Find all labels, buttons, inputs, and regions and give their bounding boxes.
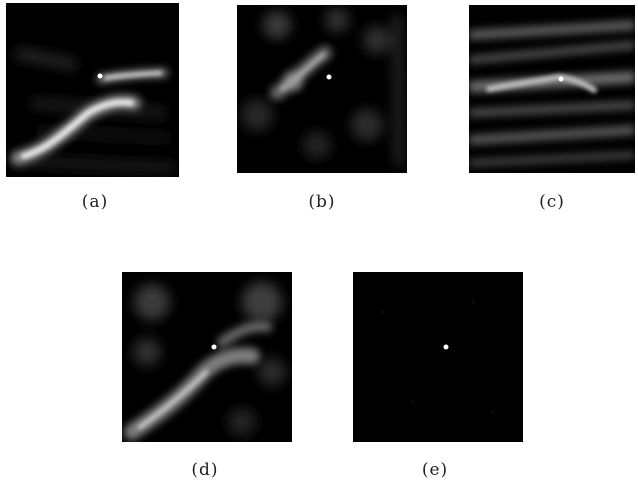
panel-e-image xyxy=(353,272,523,442)
panel-d-image xyxy=(122,272,292,442)
caption-a: (a) xyxy=(81,192,109,212)
panel-c-image xyxy=(469,5,635,173)
panel-a-image xyxy=(6,3,179,177)
caption-d: (d) xyxy=(191,460,219,480)
caption-e: (e) xyxy=(421,460,449,480)
caption-c: (c) xyxy=(539,192,565,212)
panel-b-image xyxy=(237,5,407,173)
caption-b: (b) xyxy=(308,192,336,212)
